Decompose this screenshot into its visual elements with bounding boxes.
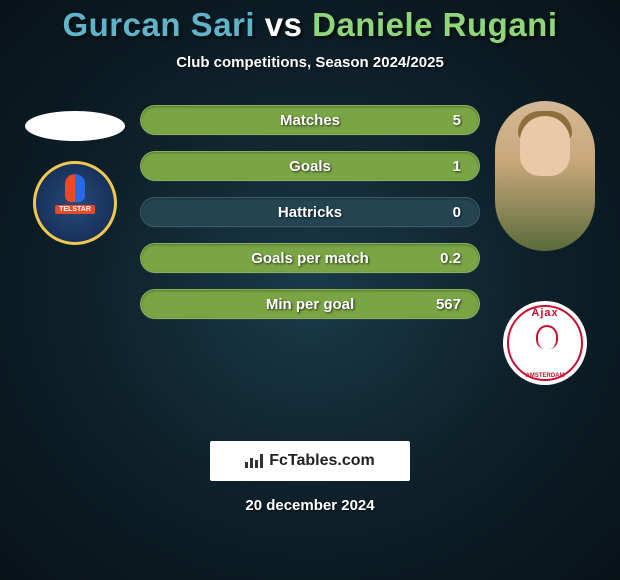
infographic-content: Gurcan Sari vs Daniele Rugani Club compe… xyxy=(0,0,620,580)
player1-club-badge xyxy=(33,161,117,245)
ajax-head-icon xyxy=(530,325,560,361)
date-text: 20 december 2024 xyxy=(245,497,374,514)
stat-value-right: 567 xyxy=(436,296,461,313)
stat-label: Goals xyxy=(289,158,331,175)
stat-value-right: 5 xyxy=(453,112,461,129)
right-column: Ajax AMSTERDAM xyxy=(490,101,600,385)
stat-value-right: 1 xyxy=(453,158,461,175)
player2-name: Daniele Rugani xyxy=(312,6,557,43)
player1-name: Gurcan Sari xyxy=(62,6,255,43)
stat-label: Hattricks xyxy=(278,204,342,221)
ajax-text: Ajax xyxy=(531,307,558,319)
stat-bar: Matches 5 xyxy=(140,105,480,135)
subtitle: Club competitions, Season 2024/2025 xyxy=(176,54,444,71)
left-column xyxy=(20,101,130,245)
main-row: Matches 5 Goals 1 Hattricks 0 Goals per match 0… xyxy=(0,101,620,385)
player2-avatar xyxy=(495,101,595,251)
stat-bar: Hattricks 0 xyxy=(140,197,480,227)
stats-column: Matches 5 Goals 1 Hattricks 0 Goals per match 0… xyxy=(140,105,480,319)
stat-bar: Goals 1 xyxy=(140,151,480,181)
stat-label: Min per goal xyxy=(266,296,354,313)
brand-badge: FcTables.com xyxy=(210,441,410,481)
stat-bar: Min per goal 567 xyxy=(140,289,480,319)
stat-bar: Goals per match 0.2 xyxy=(140,243,480,273)
stat-label: Matches xyxy=(280,112,340,129)
brand-text: FcTables.com xyxy=(269,452,375,470)
comparison-title: Gurcan Sari vs Daniele Rugani xyxy=(62,6,557,44)
player1-avatar-placeholder xyxy=(25,111,125,141)
stat-value-right: 0.2 xyxy=(440,250,461,267)
vs-text: vs xyxy=(265,6,303,43)
chart-icon xyxy=(245,454,263,468)
avatar-head xyxy=(520,116,570,176)
player2-club-badge: Ajax AMSTERDAM xyxy=(503,301,587,385)
stat-label: Goals per match xyxy=(251,250,369,267)
stat-value-right: 0 xyxy=(453,204,461,221)
ajax-subtext: AMSTERDAM xyxy=(526,373,565,379)
